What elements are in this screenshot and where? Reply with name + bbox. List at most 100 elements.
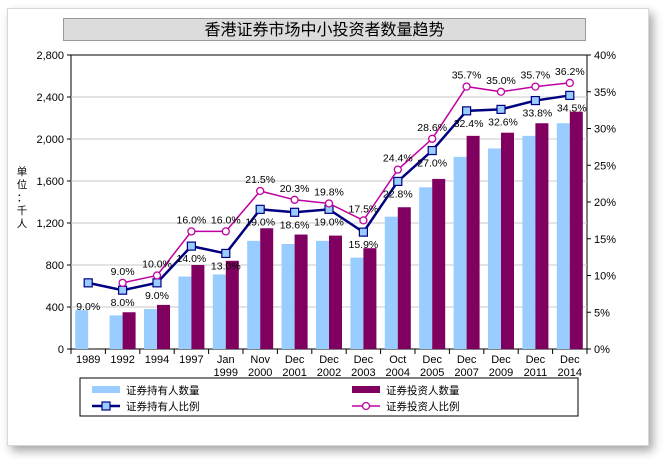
x-tick-label: 2005	[420, 367, 444, 379]
point-holders-ratio	[496, 104, 506, 114]
x-tick-label: Dec	[526, 354, 546, 366]
point-holders-ratio	[462, 106, 472, 116]
data-label-holders-ratio: 18.6%	[280, 219, 310, 231]
legend-label: 证券持有人比例	[126, 400, 200, 413]
data-label-investors-ratio: 36.2%	[555, 66, 585, 78]
data-label-investors-ratio: 16.0%	[211, 214, 241, 226]
x-tick-label: 2009	[489, 367, 513, 379]
y-tick-label: 2,800	[36, 50, 64, 62]
chart-title: 香港证券市场中小投资者数量趋势	[63, 18, 586, 41]
bar-investors	[569, 111, 583, 349]
legend-label: 证券持有人数量	[126, 384, 200, 397]
x-tick-label: Jan	[217, 354, 235, 366]
data-label-investors-ratio: 35.7%	[521, 70, 551, 82]
point-holders-ratio	[83, 278, 93, 288]
bar-investors	[191, 265, 205, 349]
bar-holders	[178, 276, 192, 349]
data-label-holders-ratio: 9.0%	[145, 290, 169, 302]
y2-tick-label: 15%	[594, 234, 616, 246]
point-holders-ratio	[358, 227, 368, 237]
data-label-investors-ratio: 35.7%	[452, 70, 482, 82]
bar-investors	[329, 235, 342, 349]
point-investors-ratio	[393, 165, 402, 174]
bar-investors	[501, 132, 514, 349]
x-tick-label: 1989	[76, 354, 100, 366]
bar-holders	[75, 310, 89, 349]
point-holders-ratio	[117, 285, 128, 295]
x-tick-label: Dec	[354, 354, 374, 366]
x-tick-label: 2007	[454, 367, 478, 379]
bar-holders	[281, 244, 295, 349]
y2-tick-label: 10%	[594, 271, 616, 283]
bar-investors	[122, 312, 136, 349]
data-label-holders-ratio: 32.6%	[488, 116, 518, 128]
y-tick-label: 400	[46, 302, 64, 314]
bar-holders	[109, 315, 123, 349]
data-label-holders-ratio: 22.8%	[383, 188, 413, 200]
data-label-investors-ratio: 9.0%	[111, 266, 135, 278]
bar-holders	[212, 274, 226, 349]
data-label-holders-ratio: 19.0%	[245, 216, 275, 228]
y2-tick-label: 25%	[594, 160, 616, 172]
data-label-holders-ratio: 33.8%	[523, 108, 553, 120]
data-label-investors-ratio: 16.0%	[177, 214, 207, 226]
bar-investors	[466, 135, 480, 349]
y-tick-label: 2,000	[36, 134, 64, 146]
y2-tick-label: 40%	[594, 50, 616, 62]
x-tick-label: Dec	[457, 354, 477, 366]
legend-box	[79, 377, 579, 417]
bar-investors	[535, 123, 549, 349]
bar-investors	[225, 260, 239, 349]
bar-holders	[522, 135, 536, 349]
point-investors-ratio	[221, 227, 230, 236]
bar-holders	[556, 123, 570, 349]
data-label-holders-ratio: 32.4%	[454, 118, 484, 130]
y-tick-label: 1,600	[36, 176, 64, 188]
x-tick-label: 2011	[524, 367, 548, 379]
bar-holders	[247, 240, 261, 349]
data-label-investors-ratio: 35.0%	[486, 75, 516, 87]
data-label-investors-ratio: 17.5%	[349, 203, 379, 215]
x-tick-label: Oct	[389, 354, 406, 366]
y2-tick-label: 5%	[594, 307, 610, 319]
point-investors-ratio	[359, 216, 368, 225]
point-holders-ratio	[221, 248, 231, 259]
point-holders-ratio	[530, 95, 541, 106]
y2-tick-label: 30%	[594, 124, 616, 136]
x-tick-label: 1992	[110, 354, 134, 366]
x-tick-label: Dec	[422, 354, 442, 366]
y-tick-label: 2,400	[36, 92, 64, 104]
data-label-investors-ratio: 19.8%	[314, 186, 344, 198]
point-investors-ratio	[118, 278, 127, 288]
data-label-holders-ratio: 13.0%	[211, 260, 241, 272]
data-label-investors-ratio: 10.0%	[142, 259, 172, 271]
bar-holders	[419, 187, 433, 349]
point-investors-ratio	[531, 82, 540, 91]
x-tick-label: 2014	[558, 367, 582, 379]
x-tick-label: 1997	[179, 354, 203, 366]
point-investors-ratio	[152, 271, 162, 280]
bar-investors	[157, 304, 170, 349]
data-label-holders-ratio: 14.0%	[177, 253, 207, 265]
x-tick-label: 1994	[145, 354, 169, 366]
point-holders-ratio	[565, 90, 575, 101]
bar-holders	[316, 240, 329, 349]
point-investors-ratio	[565, 78, 574, 88]
data-label-investors-ratio: 21.5%	[245, 174, 275, 186]
point-investors-ratio	[256, 186, 265, 196]
y2-tick-label: 35%	[594, 87, 616, 99]
bar-holders	[488, 148, 501, 349]
x-tick-label: Dec	[285, 354, 305, 366]
bar-investors	[363, 248, 377, 349]
legend-label: 证券投资人数量	[386, 384, 460, 397]
bar-investors	[432, 178, 446, 349]
point-investors-ratio	[324, 199, 334, 208]
y-tick-label: 1,200	[36, 218, 64, 230]
point-holders-ratio	[393, 176, 403, 187]
legend-marker-circle	[361, 401, 371, 411]
legend-swatch-bar	[352, 386, 380, 393]
y-tick-label: 800	[46, 260, 64, 272]
x-tick-label: 2000	[248, 367, 272, 379]
legend-label: 证券投资人比例	[386, 400, 460, 413]
